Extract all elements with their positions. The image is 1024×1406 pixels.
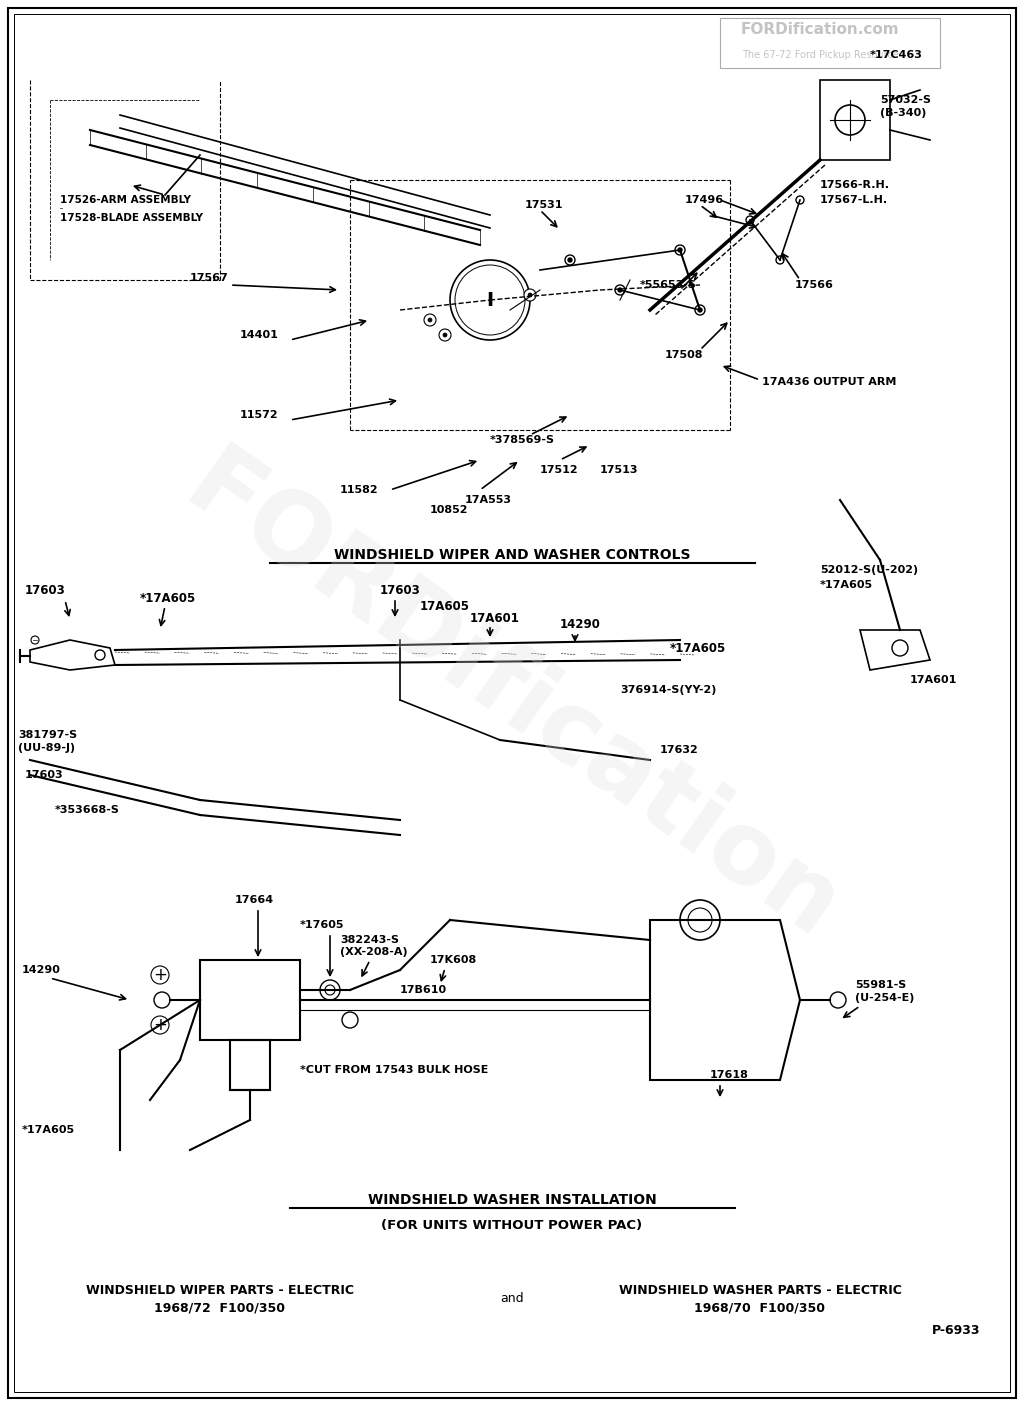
Circle shape [95, 650, 105, 659]
Text: WINDSHIELD WASHER INSTALLATION: WINDSHIELD WASHER INSTALLATION [368, 1194, 656, 1206]
Text: 17496: 17496 [685, 195, 724, 205]
Circle shape [796, 195, 804, 204]
Text: *17605: *17605 [300, 920, 344, 929]
Text: 381797-S: 381797-S [18, 730, 77, 740]
Circle shape [428, 318, 432, 322]
Text: *353668-S: *353668-S [55, 806, 120, 815]
Text: 10852: 10852 [430, 505, 469, 515]
Text: +: + [153, 1017, 167, 1033]
Text: 55981-S: 55981-S [855, 980, 906, 990]
Text: 17A605: 17A605 [420, 600, 470, 613]
Text: *17A605: *17A605 [820, 581, 873, 591]
Text: +: + [153, 966, 167, 984]
Text: (B-340): (B-340) [880, 108, 927, 118]
Text: 17531: 17531 [525, 200, 563, 209]
Text: *17C463: *17C463 [870, 51, 923, 60]
Text: 14290: 14290 [22, 965, 60, 974]
Text: *378569-S: *378569-S [490, 434, 555, 446]
Text: 17526-ARM ASSEMBLY: 17526-ARM ASSEMBLY [60, 195, 191, 205]
Text: *17A605: *17A605 [140, 592, 197, 605]
Circle shape [695, 305, 705, 315]
Text: 1968/70  F100/350: 1968/70 F100/350 [694, 1302, 825, 1315]
Text: 17632: 17632 [660, 745, 698, 755]
Text: 11582: 11582 [340, 485, 379, 495]
Text: (UU-89-J): (UU-89-J) [18, 742, 75, 754]
Circle shape [618, 288, 622, 292]
Text: 11572: 11572 [240, 411, 279, 420]
Text: *17A605: *17A605 [22, 1125, 75, 1135]
Text: I: I [486, 291, 494, 309]
Text: P-6933: P-6933 [932, 1323, 980, 1337]
Text: 17A601: 17A601 [470, 612, 520, 624]
Text: WINDSHIELD WASHER PARTS - ELECTRIC: WINDSHIELD WASHER PARTS - ELECTRIC [618, 1284, 901, 1296]
Circle shape [698, 308, 702, 312]
Text: 52012-S(U-202): 52012-S(U-202) [820, 565, 919, 575]
Text: 57032-S: 57032-S [880, 96, 931, 105]
Text: *17A605: *17A605 [670, 641, 726, 655]
Text: 17A553: 17A553 [465, 495, 512, 505]
Circle shape [568, 257, 572, 262]
Text: 17K608: 17K608 [430, 955, 477, 965]
Circle shape [565, 254, 575, 264]
Text: 17603: 17603 [25, 583, 66, 596]
Text: 17A436 OUTPUT ARM: 17A436 OUTPUT ARM [762, 377, 896, 387]
Text: The 67-72 Ford Pickup Resource: The 67-72 Ford Pickup Resource [741, 51, 898, 60]
Circle shape [443, 333, 447, 337]
Text: 376914-S(YY-2): 376914-S(YY-2) [620, 685, 717, 695]
Circle shape [524, 290, 536, 301]
Text: (XX-208-A): (XX-208-A) [340, 948, 408, 957]
Text: 17B610: 17B610 [400, 986, 447, 995]
Text: 17618: 17618 [710, 1070, 749, 1080]
Circle shape [528, 292, 532, 297]
Text: (U-254-E): (U-254-E) [855, 993, 914, 1002]
Text: 17603: 17603 [380, 583, 421, 596]
Text: 17566-R.H.: 17566-R.H. [820, 180, 890, 190]
Text: 17528-BLADE ASSEMBLY: 17528-BLADE ASSEMBLY [60, 212, 203, 224]
Text: 17567: 17567 [190, 273, 228, 283]
Circle shape [615, 285, 625, 295]
Text: 1968/72  F100/350: 1968/72 F100/350 [155, 1302, 286, 1315]
Text: 17A601: 17A601 [910, 675, 957, 685]
Text: *55653-S: *55653-S [640, 280, 697, 290]
Text: 17664: 17664 [234, 896, 274, 905]
Text: 17566: 17566 [795, 280, 834, 290]
Circle shape [678, 247, 682, 252]
Text: 14290: 14290 [560, 619, 601, 631]
Text: FORDification: FORDification [167, 439, 857, 962]
Text: 14401: 14401 [240, 330, 279, 340]
Text: *CUT FROM 17543 BULK HOSE: *CUT FROM 17543 BULK HOSE [300, 1064, 488, 1076]
Circle shape [776, 256, 784, 264]
Text: 17512: 17512 [540, 465, 579, 475]
Text: 17567-L.H.: 17567-L.H. [820, 195, 888, 205]
Text: 382243-S: 382243-S [340, 935, 399, 945]
Circle shape [746, 217, 754, 224]
Text: 17508: 17508 [665, 350, 703, 360]
Circle shape [439, 329, 451, 342]
Text: and: and [500, 1292, 524, 1306]
Text: WINDSHIELD WIPER PARTS - ELECTRIC: WINDSHIELD WIPER PARTS - ELECTRIC [86, 1284, 354, 1296]
Circle shape [424, 314, 436, 326]
Text: FORDification.com: FORDification.com [740, 22, 899, 38]
Text: 17513: 17513 [600, 465, 639, 475]
Circle shape [675, 245, 685, 254]
Text: 17603: 17603 [25, 770, 63, 780]
Text: (FOR UNITS WITHOUT POWER PAC): (FOR UNITS WITHOUT POWER PAC) [381, 1219, 643, 1232]
Text: WINDSHIELD WIPER AND WASHER CONTROLS: WINDSHIELD WIPER AND WASHER CONTROLS [334, 548, 690, 562]
